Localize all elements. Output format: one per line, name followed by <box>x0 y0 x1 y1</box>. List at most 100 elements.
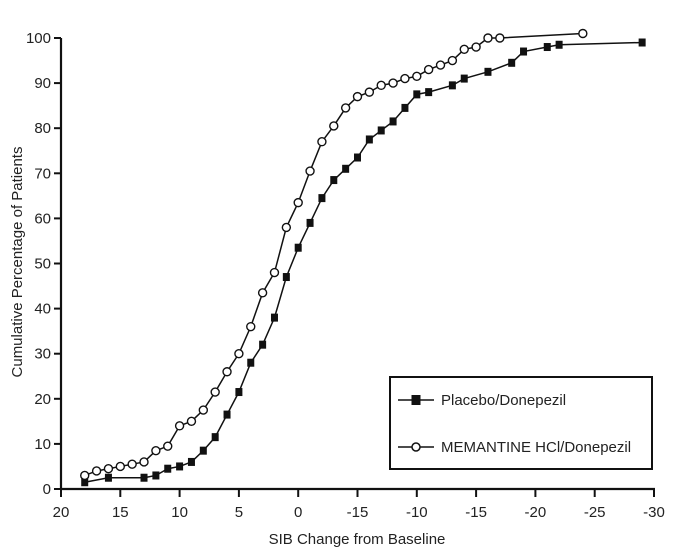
data-point-square <box>270 313 278 322</box>
data-point-circle <box>352 91 363 102</box>
data-point-circle <box>198 405 209 415</box>
data-point-square <box>354 153 361 162</box>
data-point-circle <box>305 166 315 176</box>
data-point-circle <box>495 33 505 43</box>
x-tick-label: 5 <box>235 504 243 521</box>
data-point-square <box>638 38 646 47</box>
data-point-square <box>377 126 385 135</box>
data-point-circle <box>174 421 185 431</box>
x-tick-label: -30 <box>643 504 665 521</box>
y-tick-label: 20 <box>34 391 51 408</box>
data-point-square <box>543 43 551 52</box>
data-point-square <box>282 273 290 282</box>
data-point-square <box>211 433 219 442</box>
data-point-circle <box>151 445 161 456</box>
y-tick-label: 40 <box>34 301 51 318</box>
data-point-circle <box>447 55 458 66</box>
data-point-circle <box>281 222 292 233</box>
data-point-circle <box>234 349 244 359</box>
y-tick-label: 60 <box>34 210 51 227</box>
data-point-circle <box>293 197 303 208</box>
data-point-circle <box>423 64 434 75</box>
data-point-circle <box>210 387 220 397</box>
data-point-circle <box>115 461 126 472</box>
x-tick-label: 10 <box>171 504 188 521</box>
data-point-circle <box>139 457 149 467</box>
x-tick-label: 0 <box>294 504 302 521</box>
data-point-circle <box>257 288 268 298</box>
data-point-square <box>508 58 516 67</box>
x-axis-ticks: 20 15 10 5 0 -15 -10 -15 -20 -25 -30 <box>53 489 665 521</box>
legend-marker-placebo <box>411 395 421 405</box>
series-layer <box>80 28 646 487</box>
data-point-square <box>152 471 160 480</box>
data-point-square <box>401 103 409 112</box>
data-point-circle <box>578 28 588 39</box>
data-point-circle <box>412 71 422 82</box>
legend: Placebo/Donepezil MEMANTINE HCl/Donepezi… <box>389 376 653 470</box>
data-point-square <box>104 473 112 482</box>
data-point-circle <box>103 464 114 474</box>
data-point-circle <box>269 267 280 278</box>
data-point-circle <box>127 459 137 469</box>
series-memantine <box>80 28 588 481</box>
data-point-square <box>259 340 267 349</box>
y-tick-label: 70 <box>34 165 51 182</box>
x-tick-label: -20 <box>525 504 547 521</box>
y-tick-label: 50 <box>34 256 51 273</box>
data-point-circle <box>388 78 398 88</box>
y-tick-label: 30 <box>34 346 51 363</box>
data-point-square <box>365 135 373 144</box>
data-point-square <box>318 194 326 203</box>
data-point-circle <box>435 60 446 70</box>
data-point-square <box>425 88 433 97</box>
data-point-circle <box>317 137 327 147</box>
series-placebo <box>81 38 646 487</box>
data-point-square <box>247 358 255 367</box>
data-point-square <box>448 81 456 90</box>
data-point-square <box>413 90 421 99</box>
data-point-square <box>306 218 314 227</box>
y-tick-label: 90 <box>34 75 51 92</box>
data-point-circle <box>376 80 386 91</box>
data-point-circle <box>364 87 375 97</box>
data-point-circle <box>222 367 232 377</box>
y-tick-label: 0 <box>43 481 51 498</box>
data-point-square <box>199 446 207 455</box>
legend-box <box>389 376 653 470</box>
data-point-square <box>342 164 350 173</box>
data-point-square <box>187 457 195 466</box>
data-point-square <box>294 243 302 252</box>
data-point-circle <box>186 416 197 427</box>
data-point-square <box>555 40 563 49</box>
data-point-square <box>140 473 148 482</box>
data-point-square <box>164 464 172 473</box>
data-point-circle <box>483 33 493 43</box>
data-point-circle <box>329 121 339 131</box>
data-point-square <box>235 388 243 397</box>
x-tick-label: -15 <box>347 504 369 521</box>
x-tick-label: -15 <box>465 504 487 521</box>
y-tick-label: 10 <box>34 436 51 453</box>
data-point-square <box>520 47 528 56</box>
data-point-square <box>81 478 89 487</box>
y-axis-ticks: 0 10 20 30 40 50 60 70 80 90 100 <box>26 30 61 498</box>
data-point-circle <box>400 73 410 84</box>
y-tick-label: 80 <box>34 120 51 137</box>
data-point-square <box>460 74 468 83</box>
data-point-square <box>176 462 184 471</box>
data-point-square <box>484 67 492 76</box>
data-point-circle <box>246 321 256 332</box>
x-tick-label: 20 <box>53 504 70 521</box>
legend-label-memantine: MEMANTINE HCl/Donepezil <box>441 439 631 456</box>
data-point-square <box>389 117 397 126</box>
legend-label-placebo: Placebo/Donepezil <box>441 392 566 409</box>
legend-marker-memantine <box>411 442 421 452</box>
data-point-circle <box>340 103 351 113</box>
data-point-circle <box>80 470 90 481</box>
x-tick-label: 15 <box>112 504 129 521</box>
x-tick-label: -25 <box>584 504 606 521</box>
x-tick-label: -10 <box>406 504 428 521</box>
y-tick-label: 100 <box>26 30 51 47</box>
